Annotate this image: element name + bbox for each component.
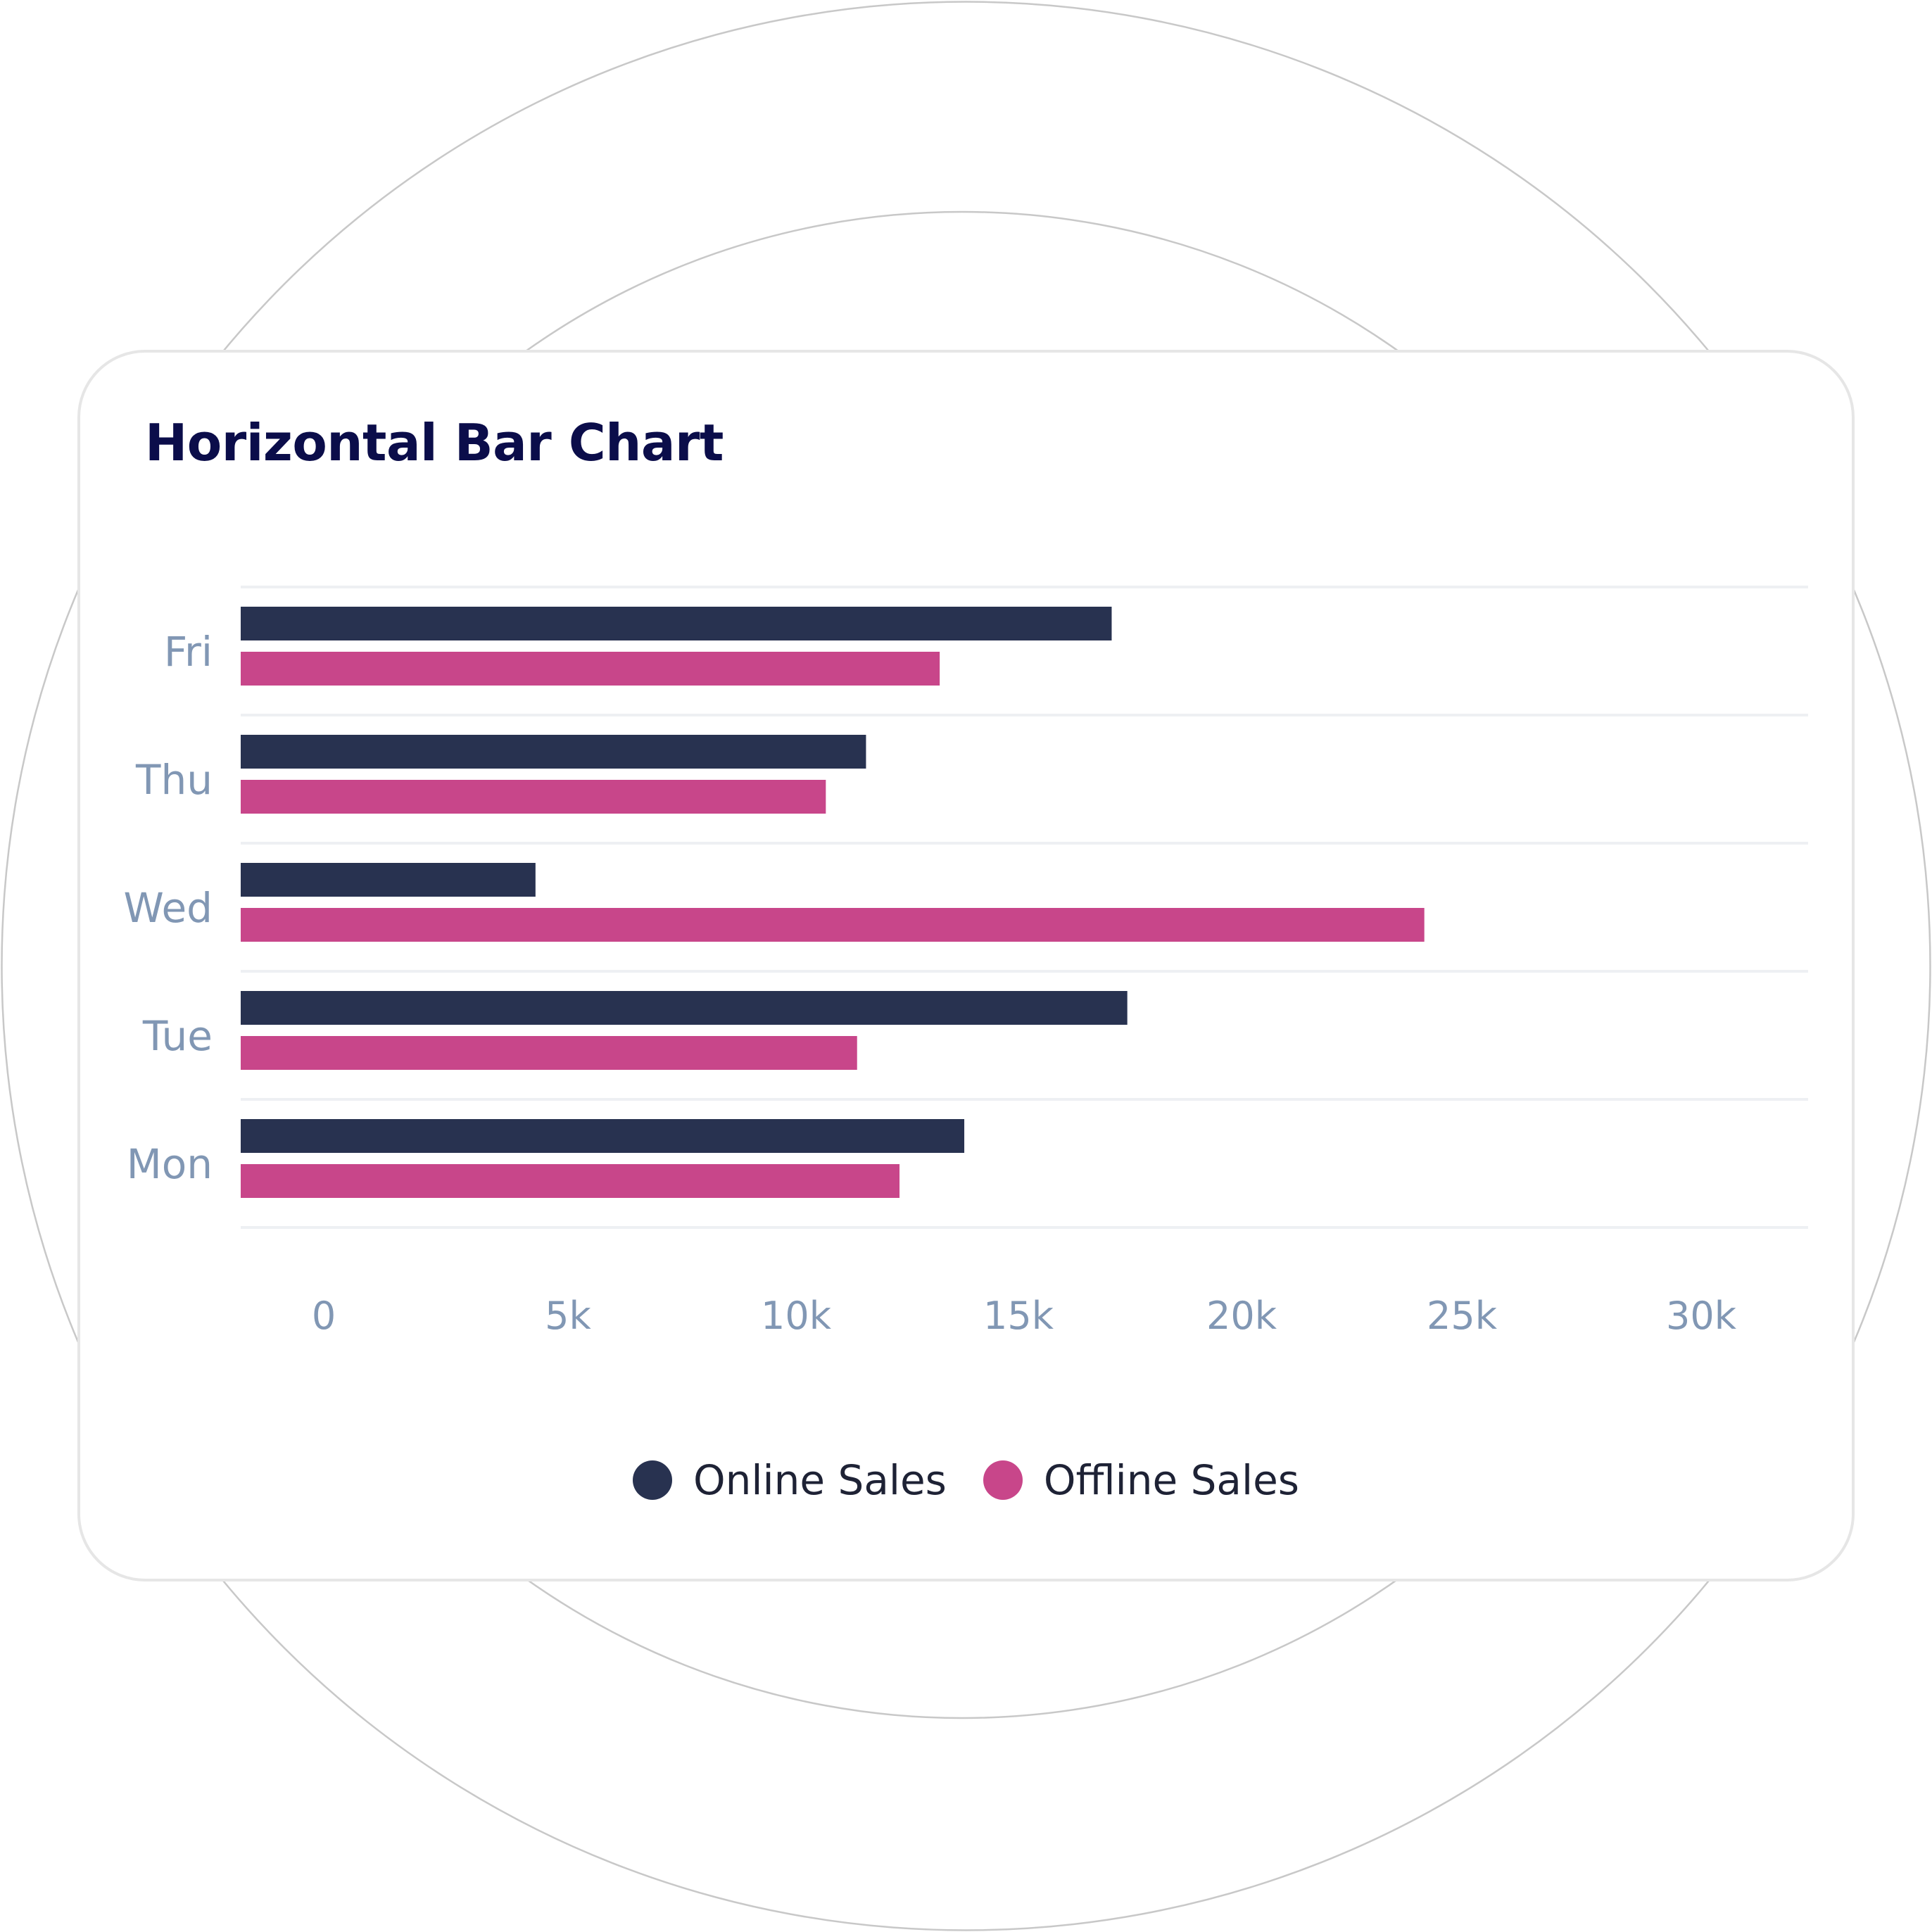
bar-online-wed[interactable] [241,863,536,897]
gridlines [241,586,1808,1229]
bar-offline-fri[interactable] [241,652,940,686]
category-label-fri: Fri [164,628,213,676]
bars [241,607,1425,1198]
chart-title: Horizontal Bar Chart [145,413,724,472]
legend-swatch-offline-icon [983,1460,1023,1500]
legend: Online Sales Offline Sales [80,1456,1852,1504]
x-tick-label: 10k [761,1294,832,1338]
x-tick-label: 30k [1666,1294,1737,1338]
value-axis-labels: 0 5k 10k 15k 20k 25k 30k [312,1294,1737,1338]
x-tick-label: 0 [312,1294,336,1338]
legend-label-online-sales: Online Sales [693,1456,947,1504]
bar-chart: Fri Thu Wed Tue Mon 0 5k 10k 15k 20k 25k 30k [124,586,1808,1338]
x-tick-label: 15k [983,1294,1054,1338]
x-tick-label: 5k [545,1294,591,1338]
bar-online-tue[interactable] [241,991,1128,1025]
legend-item-online-sales[interactable]: Online Sales [632,1456,947,1504]
legend-swatch-online-icon [632,1460,672,1500]
category-label-thu: Thu [135,756,213,804]
legend-item-offline-sales[interactable]: Offline Sales [983,1456,1299,1504]
bar-offline-mon[interactable] [241,1164,900,1198]
bar-online-thu[interactable] [241,735,866,769]
bar-online-mon[interactable] [241,1119,965,1153]
bar-offline-thu[interactable] [241,780,826,814]
bar-offline-tue[interactable] [241,1036,857,1070]
x-tick-label: 25k [1427,1294,1498,1338]
bar-offline-wed[interactable] [241,908,1425,942]
category-label-mon: Mon [127,1140,213,1188]
chart-card: Horizontal Bar Chart Fri Thu Wed Tue Mon 0 5k… [77,350,1855,1581]
category-axis-labels: Fri Thu Wed Tue Mon [124,628,213,1188]
legend-label-offline-sales: Offline Sales [1043,1456,1299,1504]
x-tick-label: 20k [1206,1294,1277,1338]
category-label-tue: Tue [142,1012,213,1060]
category-label-wed: Wed [124,884,213,932]
bar-online-fri[interactable] [241,607,1112,640]
